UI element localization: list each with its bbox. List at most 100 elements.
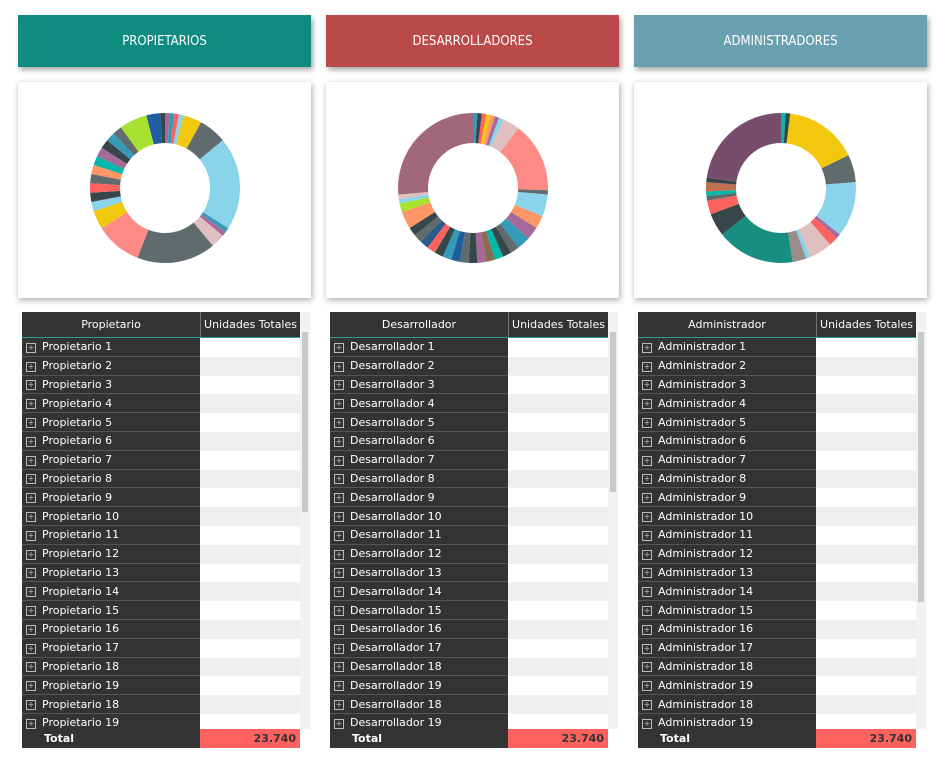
expand-icon[interactable]: + [334, 587, 344, 598]
expand-icon[interactable]: + [26, 718, 36, 729]
donut-slice[interactable] [710, 203, 746, 235]
scrollbar[interactable] [916, 312, 926, 729]
donut-slice[interactable] [459, 232, 471, 263]
expand-icon[interactable]: + [642, 474, 652, 485]
donut-slice[interactable] [495, 223, 519, 253]
donut-slice[interactable] [786, 113, 849, 169]
expand-icon[interactable]: + [642, 380, 652, 391]
expand-icon[interactable]: + [26, 624, 36, 635]
expand-icon[interactable]: + [334, 474, 344, 485]
donut-slice[interactable] [707, 195, 739, 215]
donut-slice[interactable] [486, 116, 500, 146]
expand-icon[interactable]: + [642, 643, 652, 654]
scroll-thumb[interactable] [302, 332, 308, 512]
donut-slice[interactable] [706, 192, 737, 201]
donut-slice[interactable] [146, 113, 163, 145]
donut-slice[interactable] [398, 113, 473, 195]
donut-slice[interactable] [107, 133, 135, 160]
expand-icon[interactable]: + [642, 342, 652, 353]
expand-icon[interactable]: + [642, 418, 652, 429]
donut-slice[interactable] [500, 218, 529, 248]
donut-slice[interactable] [821, 155, 856, 185]
donut-slice[interactable] [91, 164, 123, 180]
donut-slice[interactable] [706, 182, 737, 192]
donut-slice[interactable] [783, 113, 791, 144]
donut-slice[interactable] [165, 113, 170, 144]
expand-icon[interactable]: + [334, 606, 344, 617]
donut-slice[interactable] [91, 196, 123, 212]
donut-slice[interactable] [193, 216, 223, 246]
expand-icon[interactable]: + [26, 606, 36, 617]
expand-icon[interactable]: + [642, 681, 652, 692]
donut-slice[interactable] [451, 231, 466, 262]
donut-slice[interactable] [434, 226, 455, 257]
expand-icon[interactable]: + [26, 530, 36, 541]
donut-slice[interactable] [167, 113, 175, 144]
expand-icon[interactable]: + [26, 681, 36, 692]
expand-icon[interactable]: + [26, 474, 36, 485]
expand-icon[interactable]: + [26, 380, 36, 391]
expand-icon[interactable]: + [334, 399, 344, 410]
donut-slice[interactable] [506, 212, 537, 239]
expand-icon[interactable]: + [26, 512, 36, 523]
expand-icon[interactable]: + [26, 662, 36, 673]
donut-slice[interactable] [101, 140, 131, 164]
donut-slice[interactable] [816, 182, 856, 235]
expand-icon[interactable]: + [26, 342, 36, 353]
donut-slice[interactable] [414, 216, 442, 242]
donut-slice[interactable] [398, 194, 429, 204]
expand-icon[interactable]: + [642, 700, 652, 711]
expand-icon[interactable]: + [642, 587, 652, 598]
donut-slice[interactable] [480, 231, 495, 262]
donut-slice[interactable] [176, 115, 202, 149]
expand-icon[interactable]: + [334, 418, 344, 429]
expand-icon[interactable]: + [334, 512, 344, 523]
donut-slice[interactable] [420, 220, 446, 248]
expand-icon[interactable]: + [334, 436, 344, 447]
donut-slice[interactable] [90, 190, 121, 203]
donut-slice[interactable] [814, 215, 840, 239]
expand-icon[interactable]: + [334, 493, 344, 504]
expand-icon[interactable]: + [26, 455, 36, 466]
donut-slice[interactable] [93, 156, 125, 175]
expand-icon[interactable]: + [642, 718, 652, 729]
donut-slice[interactable] [475, 232, 487, 263]
expand-icon[interactable]: + [334, 718, 344, 729]
donut-slice[interactable] [442, 229, 460, 260]
donut-slice[interactable] [478, 113, 487, 144]
donut-slice[interactable] [401, 202, 435, 229]
expand-icon[interactable]: + [26, 587, 36, 598]
expand-icon[interactable]: + [334, 700, 344, 711]
donut-slice[interactable] [787, 230, 807, 263]
donut-slice[interactable] [160, 113, 165, 144]
expand-icon[interactable]: + [334, 568, 344, 579]
expand-icon[interactable]: + [334, 455, 344, 466]
donut-slice[interactable] [488, 117, 504, 147]
donut-slice[interactable] [427, 223, 451, 253]
donut-slice[interactable] [409, 212, 439, 236]
expand-icon[interactable]: + [642, 436, 652, 447]
donut-slice[interactable] [170, 113, 180, 144]
donut-slice[interactable] [475, 113, 482, 144]
expand-icon[interactable]: + [334, 549, 344, 560]
scroll-thumb[interactable] [918, 332, 924, 602]
donut-slice[interactable] [399, 197, 431, 213]
donut-slice[interactable] [199, 214, 226, 236]
donut-slice[interactable] [473, 112, 478, 144]
expand-icon[interactable]: + [642, 455, 652, 466]
donut-slice[interactable] [500, 128, 549, 191]
expand-icon[interactable]: + [26, 643, 36, 654]
expand-icon[interactable]: + [26, 361, 36, 372]
donut-slice[interactable] [706, 112, 781, 182]
donut-slice[interactable] [93, 201, 128, 229]
donut-slice[interactable] [491, 226, 512, 257]
donut-slice[interactable] [199, 140, 241, 229]
expand-icon[interactable]: + [334, 342, 344, 353]
expand-icon[interactable]: + [334, 643, 344, 654]
donut-slice[interactable] [781, 113, 786, 144]
donut-slice[interactable] [810, 218, 837, 245]
donut-slice[interactable] [137, 222, 213, 263]
donut-slice[interactable] [517, 189, 548, 195]
expand-icon[interactable]: + [26, 700, 36, 711]
expand-icon[interactable]: + [642, 624, 652, 635]
